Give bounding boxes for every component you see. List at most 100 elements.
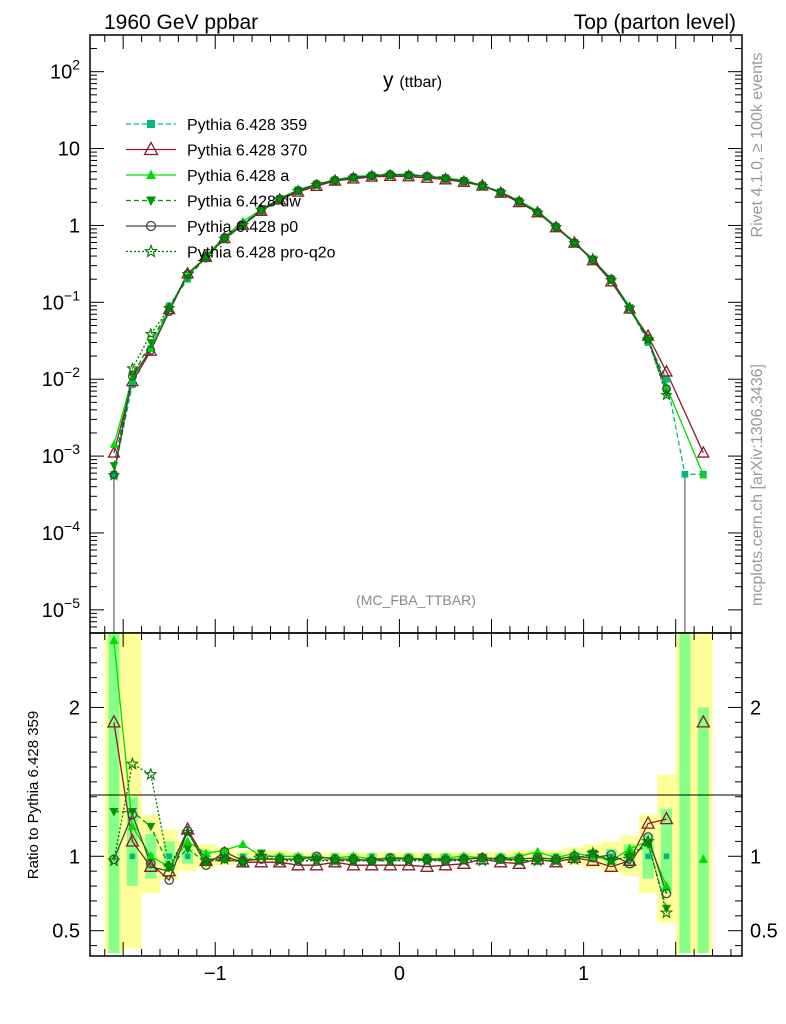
ratio-ytick-label-right: 1 bbox=[750, 846, 761, 868]
ratio-point-pp0-6 bbox=[219, 847, 230, 857]
ratio-point-pa-23 bbox=[532, 846, 543, 856]
point-p359-30 bbox=[663, 375, 670, 383]
point-pq2o-30 bbox=[660, 388, 673, 401]
point-pdw-29 bbox=[643, 336, 653, 345]
ratio-point-p359-30 bbox=[663, 853, 670, 860]
ratio-point-pq2o-6 bbox=[217, 852, 232, 866]
ratio-point-pq2o-21 bbox=[494, 852, 508, 866]
ratio-point-pq2o-0 bbox=[107, 853, 121, 867]
legend-label-p370: Pythia 6.428 370 bbox=[187, 143, 307, 160]
point-pq2o-12 bbox=[328, 174, 342, 186]
ratio-point-p370-30 bbox=[659, 811, 674, 825]
ratio-point-pdw-30 bbox=[661, 904, 672, 914]
point-pq2o-15 bbox=[383, 168, 397, 181]
point-pp0-5 bbox=[201, 253, 211, 263]
ytick-label: 10−2 bbox=[42, 364, 80, 391]
point-p370-30 bbox=[659, 364, 674, 377]
main-panel: 10−5 10−4 10−3 10−2 10−1 1 10 102 y (ttbar) (MC… bbox=[42, 34, 743, 634]
band-green-30 bbox=[660, 808, 673, 894]
point-pq2o-4 bbox=[181, 267, 194, 280]
legend: Pythia 6.428 359 Pythia 6.428 370 Pythia 6… bbox=[126, 117, 336, 262]
point-pq2o-27 bbox=[604, 273, 618, 286]
ratio-point-pq2o-15 bbox=[383, 853, 398, 867]
point-p359-31 bbox=[681, 470, 689, 478]
xtick-label: 0 bbox=[394, 963, 405, 985]
mcplots-label: mcplots.cern.ch [arXiv:1306.3436] bbox=[749, 364, 766, 606]
point-pq2o-3 bbox=[162, 301, 176, 314]
ratio-point-pp0-30 bbox=[661, 888, 672, 899]
plot-title: y (ttbar) bbox=[383, 69, 442, 92]
ratio-point-pq2o-4 bbox=[180, 825, 195, 839]
point-pdw-5 bbox=[201, 254, 211, 263]
point-pq2o-18 bbox=[439, 171, 452, 184]
ratio-point-pq2o-8 bbox=[254, 849, 268, 862]
ratio-point-pp0-27 bbox=[606, 849, 617, 860]
legend-label-p359: Pythia 6.428 359 bbox=[187, 117, 307, 134]
ratio-point-pa-0 bbox=[109, 635, 119, 645]
xtick-label: −1 bbox=[204, 963, 227, 985]
ratio-frame bbox=[89, 632, 743, 957]
point-pq2o-5 bbox=[199, 250, 213, 263]
ratio-point-pq2o-29 bbox=[641, 834, 655, 848]
legend-marker-pdw bbox=[146, 196, 156, 206]
ratio-point-pa-6 bbox=[219, 845, 230, 854]
ratio-point-pq2o-9 bbox=[272, 853, 287, 867]
point-pq2o-21 bbox=[494, 185, 507, 198]
legend-label-pq2o: Pythia 6.428 pro-q2o bbox=[187, 245, 336, 262]
point-p370-0 bbox=[107, 445, 121, 458]
ratio-point-pp0-3 bbox=[164, 875, 174, 885]
ratio-point-p370-29 bbox=[640, 815, 656, 829]
ratio-ytick-label: 1 bbox=[69, 846, 80, 868]
point-pa-0 bbox=[109, 439, 119, 448]
ratio-point-pdw-19 bbox=[459, 855, 469, 865]
point-pq2o-17 bbox=[420, 170, 434, 183]
point-pp0-30 bbox=[662, 384, 671, 394]
ratio-point-pp0-15 bbox=[385, 852, 396, 863]
legend-marker-p359 bbox=[147, 120, 155, 128]
band-green-0 bbox=[108, 633, 120, 954]
point-pq2o-22 bbox=[512, 195, 526, 208]
ytick-label: 1 bbox=[69, 215, 80, 237]
ratio-point-pa-5 bbox=[201, 848, 211, 857]
ratio-point-pp0-11 bbox=[311, 851, 322, 862]
ratio-point-pq2o-25 bbox=[567, 852, 582, 866]
ratio-point-pa-28 bbox=[625, 843, 635, 853]
point-pq2o-28 bbox=[623, 301, 636, 314]
xtick-label: 1 bbox=[578, 963, 589, 985]
ratio-point-pp0-2 bbox=[145, 858, 156, 869]
legend-marker-pa bbox=[146, 169, 156, 179]
point-p359-0 bbox=[110, 470, 118, 478]
ratio-point-pp0-29 bbox=[643, 832, 653, 842]
ratio-point-p370-32 bbox=[696, 714, 711, 728]
legend-marker-pp0 bbox=[145, 220, 157, 232]
legend-marker-p370 bbox=[143, 141, 159, 156]
ratio-point-pdw-9 bbox=[275, 855, 285, 865]
point-pp0-26 bbox=[588, 255, 598, 265]
ratio-point-pdw-1 bbox=[127, 807, 137, 817]
ratio-point-p359-1 bbox=[129, 853, 136, 860]
point-pq2o-20 bbox=[475, 179, 489, 192]
ratio-point-pq2o-19 bbox=[457, 853, 471, 867]
ratio-point-pq2o-28 bbox=[622, 849, 637, 862]
ratio-point-pq2o-16 bbox=[401, 853, 416, 867]
ratio-point-pq2o-13 bbox=[346, 853, 361, 867]
ratio-point-pa-30 bbox=[661, 880, 672, 890]
legend-label-pp0: Pythia 6.428 p0 bbox=[187, 219, 298, 236]
ratio-point-pdw-4 bbox=[183, 845, 193, 854]
ratio-point-p370-20 bbox=[475, 851, 490, 865]
ratio-point-pq2o-17 bbox=[420, 853, 434, 867]
ratio-ytick-label-right: 2 bbox=[750, 697, 761, 719]
point-pq2o-11 bbox=[310, 178, 323, 191]
ratio-point-p359-29 bbox=[645, 853, 651, 860]
point-pp0-2 bbox=[146, 345, 156, 355]
point-pp0-3 bbox=[164, 307, 174, 317]
ratio-point-pq2o-27 bbox=[604, 853, 619, 867]
ratio-point-pdw-2 bbox=[146, 822, 156, 832]
ratio-y-label: Ratio to Pythia 6.428 359 bbox=[25, 711, 42, 879]
ratio-point-pa-7 bbox=[238, 839, 248, 849]
point-pq2o-23 bbox=[531, 206, 544, 219]
ratio-point-pp0-1 bbox=[127, 809, 138, 820]
point-pa-30 bbox=[662, 382, 671, 391]
ratio-point-pp0-23 bbox=[532, 852, 543, 863]
ratio-point-pq2o-23 bbox=[530, 853, 545, 867]
